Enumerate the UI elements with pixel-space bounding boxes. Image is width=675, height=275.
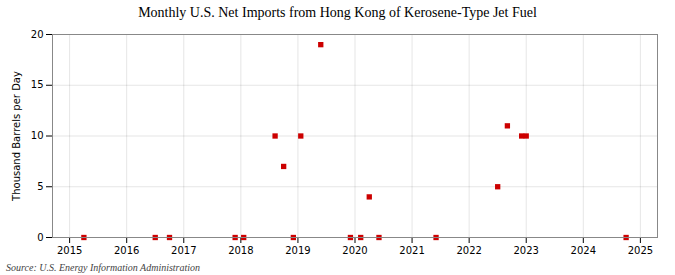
svg-text:20: 20 [31, 29, 44, 40]
svg-text:2017: 2017 [171, 245, 196, 256]
svg-text:10: 10 [31, 130, 44, 141]
svg-text:15: 15 [31, 79, 44, 90]
html-text:Monthly U.S. Net Imports from: Monthly U.S. Net Imports from Hong Kong … [138, 5, 537, 20]
svg-text:2019: 2019 [285, 245, 310, 256]
html-text:Source: U.S. Energy Informatio: Source: U.S. Energy Information Administ… [6, 262, 201, 273]
svg-text:2024: 2024 [571, 245, 596, 256]
svg-text:2025: 2025 [628, 245, 653, 256]
svg-text:2020: 2020 [342, 245, 367, 256]
svg-text:2022: 2022 [456, 245, 481, 256]
svg-text:5: 5 [37, 181, 43, 192]
svg-text:2021: 2021 [399, 245, 424, 256]
svg-text:2018: 2018 [228, 245, 253, 256]
svg-text:Thousand Barrels per Day: Thousand Barrels per Day [11, 71, 22, 202]
svg-text:0: 0 [37, 232, 43, 243]
svg-text:2023: 2023 [513, 245, 538, 256]
svg-text:2016: 2016 [114, 245, 139, 256]
svg-text:2015: 2015 [57, 245, 82, 256]
